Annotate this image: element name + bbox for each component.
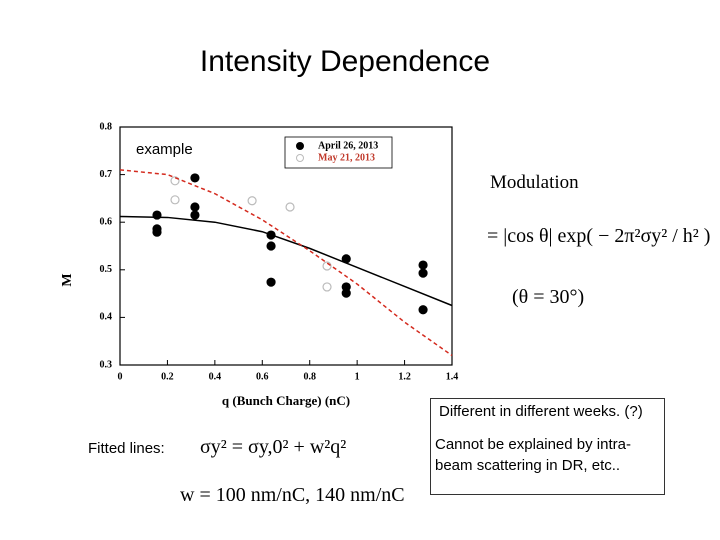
fitted-label: Fitted lines: xyxy=(88,440,165,457)
y-tick-label: 0.8 xyxy=(100,121,113,132)
data-point xyxy=(285,202,295,212)
data-point xyxy=(190,210,200,220)
data-point xyxy=(190,173,200,183)
data-point xyxy=(418,305,428,315)
fit-line xyxy=(119,215,453,307)
y-tick-label: 0.5 xyxy=(100,264,113,275)
data-point xyxy=(170,176,180,186)
data-point xyxy=(418,268,428,278)
data-point xyxy=(322,282,332,292)
note-box: Different in different weeks. (?) Cannot… xyxy=(430,398,665,495)
data-point xyxy=(418,260,428,270)
formula-modulation: = |cos θ| exp( − 2π²σy² / h² ) xyxy=(487,225,711,247)
legend-label: April 26, 2013 xyxy=(318,140,378,151)
legend-marker xyxy=(296,154,304,162)
y-axis-label: M xyxy=(60,273,75,286)
y-tick-label: 0.4 xyxy=(100,312,113,323)
x-tick-label: 0 xyxy=(118,371,123,382)
x-tick-label: 1.4 xyxy=(446,371,459,382)
fit-line xyxy=(119,169,453,357)
formula-theta: (θ = 30°) xyxy=(512,286,585,308)
data-point xyxy=(152,227,162,237)
legend-label: May 21, 2013 xyxy=(318,152,375,163)
note-weeks: Different in different weeks. (?) xyxy=(439,403,643,420)
plot-frame xyxy=(119,126,453,366)
y-tick-label: 0.3 xyxy=(100,359,113,370)
data-point xyxy=(266,277,276,287)
formula-fit: σy² = σy,0² + w²q² xyxy=(200,436,347,458)
slide-title: Intensity Dependence xyxy=(199,45,491,78)
x-tick-label: 0.2 xyxy=(161,371,174,382)
note-ibs: Cannot be explained by intra-beam scatte… xyxy=(435,436,631,474)
y-tick-label: 0.6 xyxy=(100,216,113,227)
x-tick-label: 1.2 xyxy=(398,371,411,382)
data-point xyxy=(322,261,332,271)
data-point xyxy=(247,196,257,206)
x-tick-label: 0.8 xyxy=(303,371,316,382)
x-tick-label: 0.4 xyxy=(209,371,222,382)
data-point xyxy=(190,202,200,212)
y-tick-label: 0.7 xyxy=(100,169,113,180)
annotation: example xyxy=(136,141,193,158)
legend-box xyxy=(284,136,393,169)
data-point xyxy=(341,288,351,298)
data-point xyxy=(170,195,180,205)
x-tick-label: 0.6 xyxy=(256,371,269,382)
formula-title: Modulation xyxy=(490,172,579,193)
data-point xyxy=(266,241,276,251)
formula-w: w = 100 nm/nC, 140 nm/nC xyxy=(180,484,405,506)
legend-marker xyxy=(296,142,304,150)
x-tick-label: 1 xyxy=(355,371,360,382)
x-axis-label: q (Bunch Charge) (nC) xyxy=(222,393,350,408)
